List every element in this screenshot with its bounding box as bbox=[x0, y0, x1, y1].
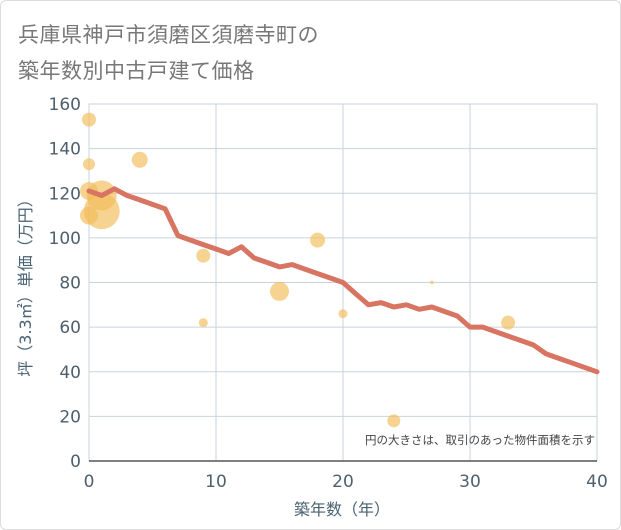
data-bubble bbox=[338, 309, 348, 319]
x-tick-label: 40 bbox=[586, 472, 608, 492]
chart-title-line-2: 築年数別中古戸建て価格 bbox=[18, 59, 255, 83]
data-bubble bbox=[387, 414, 401, 428]
data-bubble bbox=[83, 158, 95, 171]
trend-line bbox=[86, 186, 600, 375]
chart-title-line-1: 兵庫県神戸市須磨区須磨寺町の bbox=[18, 23, 319, 47]
data-bubble bbox=[131, 151, 148, 168]
x-tick-label: 0 bbox=[84, 472, 95, 492]
x-tick-label: 30 bbox=[459, 472, 481, 492]
y-tick-label: 40 bbox=[59, 363, 81, 383]
y-tick-label: 120 bbox=[49, 184, 81, 204]
data-bubble bbox=[198, 318, 208, 328]
data-bubble bbox=[501, 315, 516, 330]
x-tick-label: 20 bbox=[332, 472, 354, 492]
data-bubble bbox=[83, 193, 120, 230]
y-axis-label: 坪（3.3㎡）単価（万円） bbox=[16, 191, 35, 376]
y-tick-label: 0 bbox=[70, 452, 81, 472]
bubble-series bbox=[80, 112, 516, 428]
y-tick-label: 80 bbox=[59, 274, 81, 294]
bubble-size-note: 円の大きさは、取引のあった物件面積を示す bbox=[365, 433, 595, 447]
x-axis-label: 築年数（年） bbox=[294, 500, 390, 519]
y-tick-label: 140 bbox=[49, 140, 81, 160]
x-tick-label: 10 bbox=[205, 472, 227, 492]
tick-labels: 0 20 40 60 80 100 120 140 160 0 10 20 30 40 bbox=[49, 95, 608, 492]
y-tick-label: 20 bbox=[59, 407, 81, 427]
data-bubble bbox=[82, 112, 96, 127]
chart-title: 兵庫県神戸市須磨区須磨寺町の 築年数別中古戸建て価格 bbox=[18, 17, 319, 89]
y-tick-label: 100 bbox=[49, 229, 81, 249]
y-tick-label: 60 bbox=[59, 318, 81, 338]
data-bubble bbox=[430, 280, 434, 285]
data-bubble bbox=[196, 248, 211, 263]
data-bubble bbox=[270, 281, 289, 301]
data-bubble bbox=[310, 232, 326, 248]
trend-line-group bbox=[86, 186, 600, 375]
y-tick-label: 160 bbox=[49, 95, 81, 115]
